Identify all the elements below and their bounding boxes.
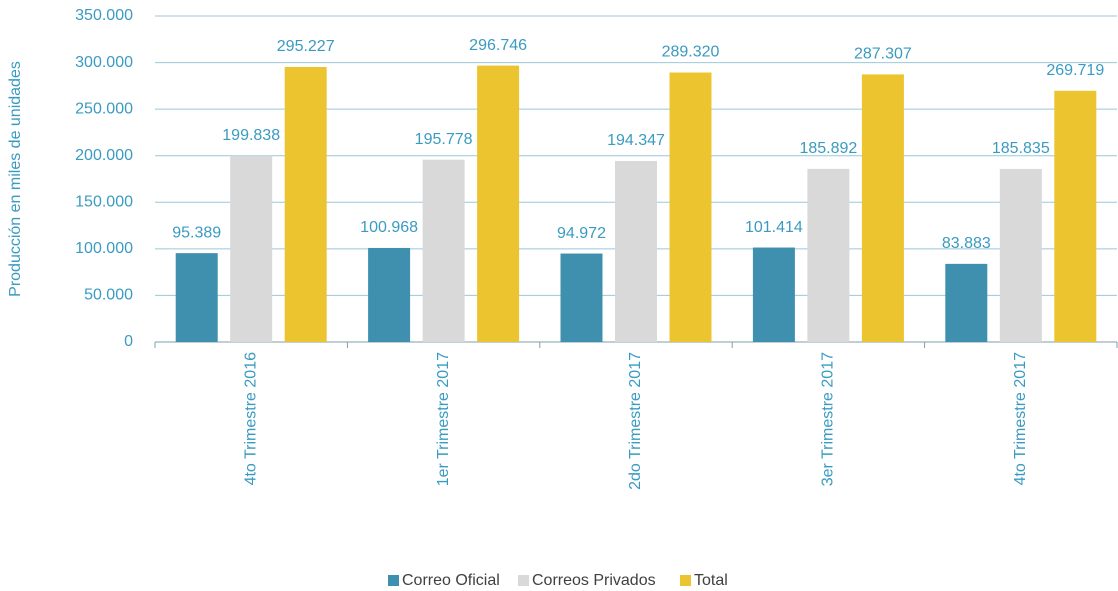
value-label: 185.892 [799, 140, 857, 157]
bar [477, 65, 520, 342]
value-label: 289.320 [662, 44, 720, 61]
y-tick-label: 350.000 [75, 7, 133, 24]
value-label: 195.778 [415, 131, 473, 148]
value-label: 95.389 [172, 224, 221, 241]
value-label: 296.746 [469, 37, 527, 54]
legend-label: Correo Oficial [402, 572, 500, 589]
bar [999, 168, 1042, 342]
value-label: 269.719 [1046, 62, 1104, 79]
bar [615, 160, 657, 342]
legend-label: Correos Privados [532, 572, 656, 589]
legend-swatch [388, 575, 399, 586]
y-axis-title: Producción en miles de unidades [7, 61, 24, 297]
bar [284, 67, 327, 342]
value-label: 287.307 [854, 46, 912, 63]
bar [1054, 90, 1097, 342]
y-tick-label: 300.000 [75, 54, 133, 71]
y-tick-label: 100.000 [75, 240, 133, 257]
value-label: 101.414 [745, 219, 803, 236]
x-tick-label: 4to Trimestre 2016 [242, 352, 259, 486]
bar [560, 253, 603, 342]
y-tick-label: 50.000 [84, 287, 133, 304]
legend-label: Total [694, 572, 728, 589]
bar [807, 168, 850, 342]
bar [669, 72, 712, 342]
x-tick-label: 1er Trimestre 2017 [435, 352, 452, 486]
bar [752, 247, 795, 342]
value-label: 194.347 [607, 132, 665, 149]
value-label: 295.227 [277, 38, 335, 55]
y-tick-label: 250.000 [75, 100, 133, 117]
legend-swatch [518, 575, 529, 586]
bar [230, 155, 273, 342]
value-label: 94.972 [557, 225, 606, 242]
legend-swatch [680, 575, 691, 586]
value-label: 185.835 [992, 140, 1050, 157]
bar [368, 247, 411, 342]
bar [945, 263, 988, 342]
bar [861, 74, 904, 343]
y-tick-label: 200.000 [75, 147, 133, 164]
bar [175, 253, 218, 342]
y-tick-label: 0 [124, 333, 133, 350]
x-tick-label: 2do Trimestre 2017 [627, 352, 644, 490]
x-tick-label: 3er Trimestre 2017 [820, 352, 837, 486]
y-tick-label: 150.000 [75, 194, 133, 211]
x-tick-label: 4to Trimestre 2017 [1012, 352, 1029, 486]
value-label: 100.968 [360, 219, 418, 236]
value-label: 199.838 [222, 127, 280, 144]
bar [422, 159, 465, 342]
value-label: 83.883 [942, 235, 991, 252]
